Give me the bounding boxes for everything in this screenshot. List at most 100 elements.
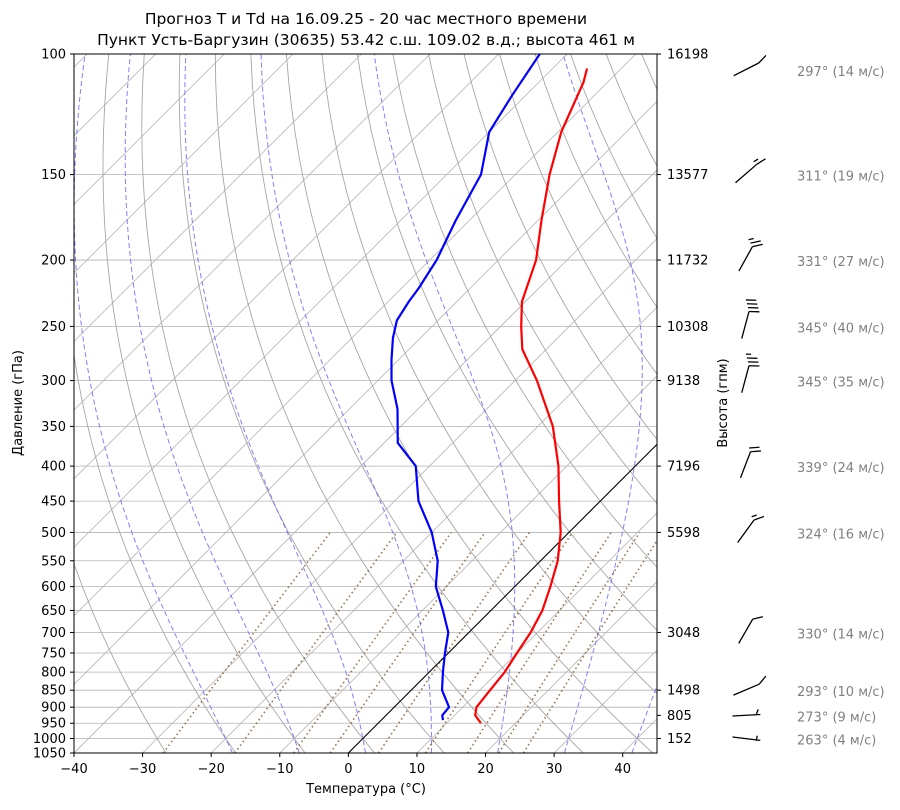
moist-adiabat-line [125, 54, 299, 753]
wind-barb-label: 297° (14 м/с) [797, 65, 885, 80]
dry-adiabat-line [464, 54, 900, 753]
wind-barb-label: 263° (4 м/с) [797, 733, 876, 748]
y-tick-label: 550 [41, 554, 66, 569]
barb-staff [742, 312, 749, 339]
height-tick-label: 152 [667, 732, 692, 747]
wind-barb-label: 311° (19 м/с) [797, 170, 885, 185]
barb-half-flag [756, 736, 757, 741]
wind-barb-label: 324° (16 м/с) [797, 527, 885, 542]
barb-staff [739, 247, 753, 271]
height-tick-label: 3048 [667, 626, 700, 641]
wind-barb-label: 293° (10 м/с) [797, 685, 885, 700]
chart-subtitle: Пункт Усть-Баргузин (30635) 53.42 с.ш. 1… [97, 31, 635, 49]
x-tick-label: 40 [614, 762, 631, 777]
isotherm-line [211, 54, 900, 753]
wind-barb: 339° (24 м/с) [740, 447, 884, 478]
barb-flag [751, 451, 761, 452]
wind-barb: 345° (40 м/с) [742, 300, 885, 339]
y-tick-label: 700 [41, 626, 66, 641]
height-tick-label: 13577 [667, 168, 708, 183]
dry-adiabat-line [748, 54, 900, 753]
height-tick-label: 9138 [667, 374, 700, 389]
y-tick-label: 650 [41, 604, 66, 619]
isotherm-line [417, 54, 900, 753]
wind-barb-label: 345° (35 м/с) [797, 376, 885, 391]
barb-staff [739, 619, 753, 643]
dry-adiabat-line [606, 54, 900, 753]
isotherm-line [143, 54, 842, 753]
height-tick-label: 11732 [667, 254, 708, 269]
height-tick-label: 16198 [667, 48, 708, 63]
wind-barb: 311° (19 м/с) [735, 159, 884, 185]
wind-barb: 293° (10 м/с) [733, 676, 884, 700]
wind-barb: 331° (27 м/с) [739, 238, 885, 271]
barb-flag [759, 676, 766, 684]
y-tick-label: 750 [41, 646, 66, 661]
x-tick-label: −20 [197, 762, 224, 777]
moist-adiabat-line [74, 54, 232, 753]
x-tick-label: 10 [409, 762, 426, 777]
y-tick-label: 400 [41, 460, 66, 475]
y-tick-label: 600 [41, 580, 66, 595]
dry-adiabat-line [571, 54, 900, 753]
moist-adiabat-line [632, 54, 852, 753]
wind-barbs: 297° (14 м/с) 311° (19 м/с) 331° (27 м/с) 3… [732, 55, 884, 748]
y-tick-label: 1050 [33, 747, 66, 762]
y-tick-label: 250 [41, 320, 66, 335]
chart-title: Прогноз T и Td на 16.09.25 - 20 час мест… [145, 10, 587, 28]
height-tick-label: 10308 [667, 320, 708, 335]
wind-barb: 263° (4 м/с) [732, 733, 876, 748]
dry-adiabat-line [286, 54, 652, 753]
dry-adiabat-line [393, 54, 862, 753]
plot-frame [74, 54, 657, 753]
barb-half-flag [754, 159, 758, 162]
barb-flag [754, 517, 764, 520]
y-tick-label: 950 [41, 717, 66, 732]
dry-adiabat-line [103, 54, 305, 753]
y-tick-label: 350 [41, 420, 66, 435]
y-tick-label: 800 [41, 666, 66, 681]
isotherm-line [760, 54, 900, 753]
barb-staff [738, 520, 754, 543]
dry-adiabat-line [784, 54, 900, 753]
height-tick-label: 1498 [667, 684, 700, 699]
dry-adiabat-line [142, 54, 375, 753]
wind-barb-label: 345° (40 м/с) [797, 321, 885, 336]
barb-staff [740, 452, 750, 478]
barb-staff [735, 164, 756, 182]
dry-adiabat-line [428, 54, 900, 753]
barb-half-flag [749, 238, 754, 239]
mixing-ratio-line [499, 532, 640, 753]
barb-flag [753, 617, 763, 619]
y-tick-label: 1000 [33, 732, 66, 747]
barb-half-flag [752, 515, 757, 517]
height-tick-label: 805 [667, 709, 692, 724]
x-tick-label: −40 [60, 762, 87, 777]
barb-staff [734, 63, 759, 76]
barb-staff [733, 684, 759, 695]
dry-adiabat-line [500, 54, 900, 753]
x-tick-label: 0 [344, 762, 352, 777]
x-axis-label: Температура (°C) [305, 782, 426, 797]
mixing-ratio-line [379, 532, 530, 753]
isotherm-line [0, 54, 636, 753]
dry-adiabat-line [855, 54, 900, 753]
x-tick-label: −10 [266, 762, 293, 777]
y-tick-label: 300 [41, 374, 66, 389]
isotherm-line [623, 54, 900, 753]
y-tick-label: 150 [41, 168, 66, 183]
wind-barb: 345° (35 м/с) [742, 354, 885, 393]
dry-adiabat-line [819, 54, 900, 753]
dry-adiabat-line [713, 54, 900, 753]
barb-staff [732, 715, 760, 716]
y-tick-label: 850 [41, 684, 66, 699]
wind-barb-label: 339° (24 м/с) [797, 461, 885, 476]
y-tick-label: 450 [41, 495, 66, 510]
x-tick-label: 30 [546, 762, 563, 777]
dry-adiabat-line [890, 54, 900, 753]
y-tick-label: 900 [41, 701, 66, 716]
isotherm-line [0, 54, 224, 753]
wind-barb-label: 331° (27 м/с) [797, 255, 885, 270]
